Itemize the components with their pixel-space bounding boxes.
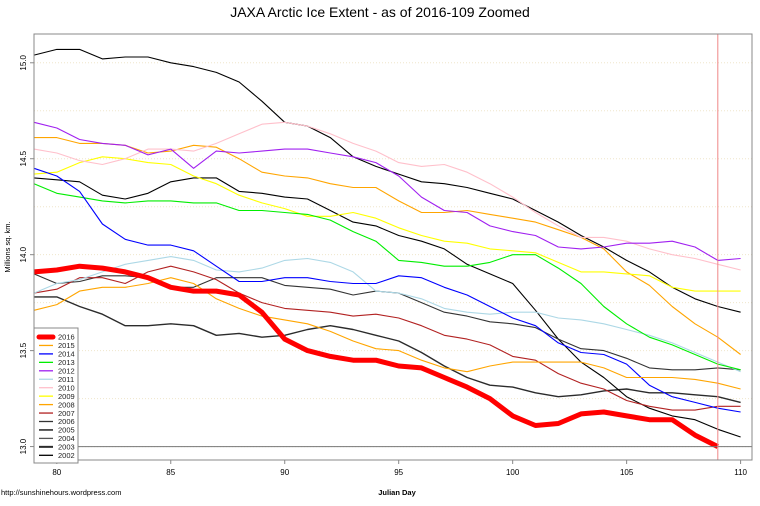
footer-url[interactable]: http://sunshinehours.wordpress.com	[1, 488, 121, 497]
series-line-2010	[33, 121, 741, 271]
legend-label: 2011	[58, 375, 74, 384]
x-tick-label: 90	[280, 468, 289, 477]
x-tick-label: 100	[506, 468, 520, 477]
series-line-2013	[33, 183, 741, 371]
x-axis: 80 85 90 95 100 105 110	[52, 460, 748, 477]
series-line-2008	[34, 137, 741, 355]
legend-label: 2003	[58, 443, 75, 452]
legend-label: 2005	[58, 426, 75, 435]
x-tick-label: 105	[620, 468, 634, 477]
x-tick-label: 110	[734, 468, 747, 477]
legend-label: 2014	[58, 350, 75, 359]
x-axis-label: Julian Day	[378, 488, 416, 497]
series-line-2014	[33, 167, 741, 413]
legend-label: 2013	[58, 358, 75, 367]
legend-label: 2015	[58, 341, 75, 350]
legend-label: 2008	[58, 400, 75, 409]
y-tick-label: 13.5	[19, 342, 28, 358]
legend-label: 2010	[58, 383, 75, 392]
y-tick-label: 15.0	[19, 54, 28, 70]
series-lines	[33, 48, 741, 449]
legend-label: 2016	[58, 333, 75, 342]
series-line-2012	[33, 121, 741, 261]
plot-frame	[33, 33, 753, 461]
legend-label: 2002	[58, 451, 75, 460]
chart-title: JAXA Arctic Ice Extent - as of 2016-109 …	[230, 4, 530, 20]
gridlines	[34, 62, 752, 448]
x-tick-label: 85	[166, 468, 175, 477]
x-tick-label: 95	[394, 468, 403, 477]
y-tick-label: 13.0	[19, 438, 28, 454]
x-tick-label: 80	[52, 468, 61, 477]
series-line-2005	[33, 177, 741, 438]
legend-label: 2007	[58, 409, 75, 418]
legend-label: 2009	[58, 392, 75, 401]
y-tick-label: 14.0	[19, 246, 28, 262]
legend-label: 2012	[58, 367, 75, 376]
series-line-2003	[34, 296, 741, 404]
series-line-2016	[33, 263, 719, 449]
legend: 2016201520142013201220112010200920082007…	[33, 327, 79, 464]
reference-lines	[34, 34, 752, 460]
series-line-2002	[33, 48, 741, 313]
series-line-2011	[33, 256, 741, 373]
series-line-2009	[33, 156, 741, 292]
series-line-2006	[33, 273, 741, 371]
series-line-2015	[33, 277, 741, 390]
series-line-2007	[33, 265, 741, 411]
y-axis-label: Millions sq. km.	[3, 221, 12, 272]
y-tick-label: 14.5	[19, 150, 28, 166]
legend-label: 2004	[58, 434, 75, 443]
y-axis: 13.0 13.5 14.0 14.5 15.0	[19, 54, 34, 454]
legend-label: 2006	[58, 417, 75, 426]
